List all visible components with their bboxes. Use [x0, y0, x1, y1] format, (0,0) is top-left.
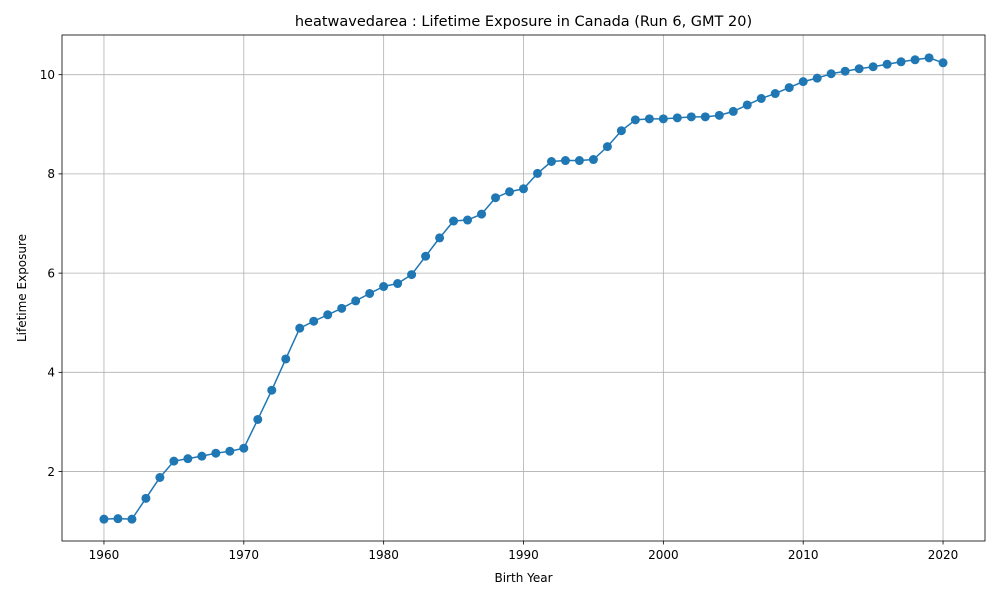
data-point [211, 448, 221, 458]
x-tick-label: 2020 [928, 548, 959, 562]
data-point [602, 142, 612, 152]
y-tick-label: 4 [47, 366, 55, 380]
y-tick-label: 2 [47, 465, 55, 479]
data-point [840, 66, 850, 76]
data-point [938, 58, 948, 68]
data-point [672, 113, 682, 123]
data-point [630, 115, 640, 125]
data-point [546, 157, 556, 166]
data-point [337, 303, 347, 313]
data-point [826, 69, 836, 79]
data-point [183, 454, 193, 464]
x-tick-label: 1980 [368, 548, 399, 562]
data-point [574, 156, 584, 166]
data-point [295, 323, 305, 333]
data-point [239, 443, 249, 453]
data-point [435, 233, 445, 243]
data-point [365, 288, 375, 298]
data-point [532, 168, 542, 178]
data-point [141, 493, 151, 503]
data-point [253, 414, 263, 424]
data-point [323, 310, 333, 320]
data-point [169, 456, 179, 466]
data-point [477, 209, 487, 219]
data-point [616, 126, 626, 136]
data-point [127, 514, 137, 524]
data-point [449, 216, 459, 226]
data-point [463, 215, 473, 225]
x-tick-label: 2010 [788, 548, 819, 562]
y-tick-label: 6 [47, 266, 55, 280]
data-point [784, 83, 794, 93]
x-tick-label: 2000 [648, 548, 679, 562]
data-point [714, 110, 724, 120]
grid [62, 35, 985, 541]
data-point [588, 155, 598, 165]
data-point [854, 64, 864, 74]
data-point [113, 514, 123, 524]
data-point [519, 184, 528, 194]
data-point [225, 446, 235, 456]
data-point [742, 100, 752, 110]
x-tick-label: 1990 [508, 548, 539, 562]
data-point [686, 112, 696, 122]
data-points [99, 53, 948, 524]
data-point [700, 112, 710, 122]
chart-title: heatwavedarea : Lifetime Exposure in Can… [295, 14, 752, 30]
data-point [882, 59, 892, 69]
x-axis-label: Birth Year [494, 571, 552, 585]
data-point [197, 451, 207, 461]
x-tick-label: 1970 [229, 548, 260, 562]
data-point [491, 193, 501, 203]
data-point [393, 279, 403, 289]
data-point [560, 156, 570, 166]
data-point [351, 296, 361, 306]
data-point [505, 187, 515, 197]
y-axis: 2 4 6 8 10 [40, 68, 62, 479]
data-point [728, 106, 738, 116]
data-point [868, 62, 878, 72]
data-point [798, 77, 808, 87]
data-point [770, 89, 780, 99]
y-axis-label: Lifetime Exposure [15, 234, 29, 342]
data-point [812, 73, 822, 83]
data-point [407, 270, 417, 280]
data-point [896, 57, 906, 67]
data-point [155, 473, 165, 482]
data-point [99, 514, 109, 524]
y-tick-label: 10 [40, 68, 55, 82]
data-point [267, 385, 277, 395]
y-tick-label: 8 [47, 167, 55, 181]
data-point [281, 354, 291, 364]
x-axis: 1960 1970 1980 1990 2000 2010 2020 [89, 541, 959, 562]
data-point [309, 316, 319, 326]
data-point [644, 114, 654, 124]
data-point [658, 114, 668, 124]
data-point [421, 251, 431, 261]
x-tick-label: 1960 [89, 548, 120, 562]
data-point [379, 282, 389, 292]
data-point [924, 53, 934, 63]
data-point [756, 94, 766, 103]
data-point [910, 55, 920, 65]
